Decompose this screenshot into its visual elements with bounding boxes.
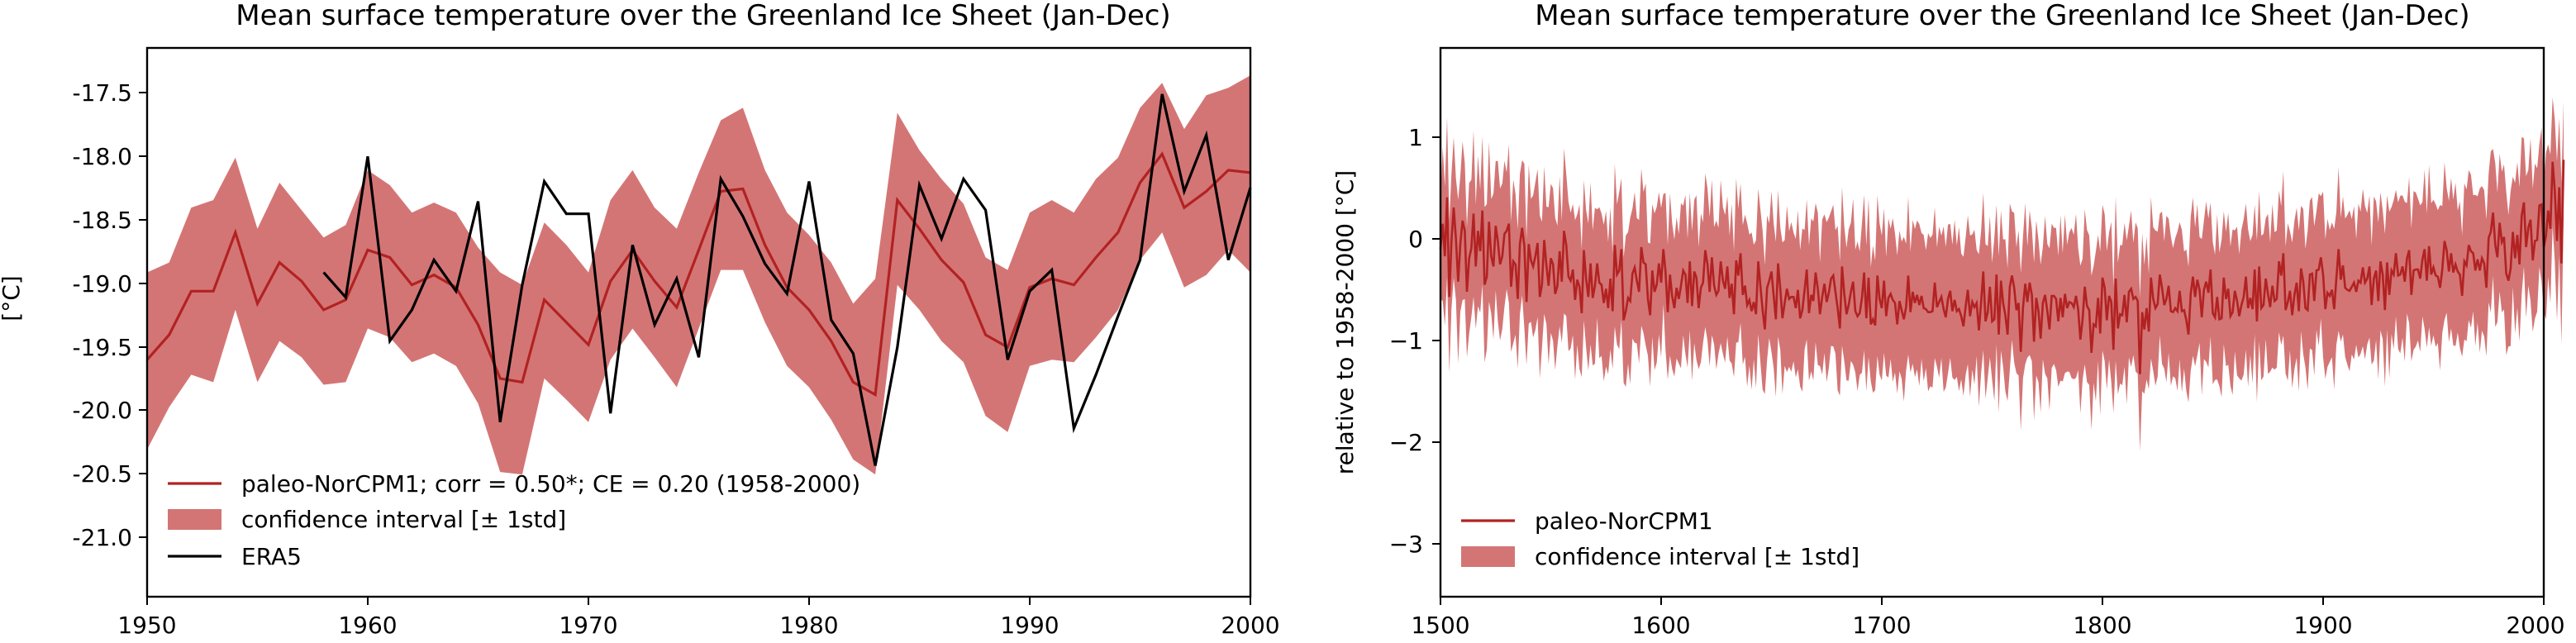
left-y-tick-label: -21.0 [73, 524, 132, 551]
right-legend-band-swatch [1461, 546, 1515, 567]
left-legend-band-label: confidence interval [± 1std] [241, 506, 566, 533]
left-model-line [145, 151, 1251, 398]
right-model-line [1439, 160, 2565, 374]
right-plot-area [1439, 97, 2565, 451]
left-legend: paleo-NorCPM1; corr = 0.50*; CE = 0.20 (… [168, 470, 860, 570]
left-x-tick-label: 1980 [779, 612, 838, 639]
left-y-tick-label: -18.0 [73, 143, 132, 170]
right-x-tick-label: 1500 [1411, 612, 1469, 639]
left-y-tick-label: -19.5 [73, 334, 132, 361]
right-axes-frame [1439, 46, 2545, 598]
right-y-tick-label: 1 [1408, 124, 1423, 151]
right-legend-band-label: confidence interval [± 1std] [1535, 543, 1859, 570]
right-x-tick-label: 1700 [1852, 612, 1911, 639]
left-era5-line [322, 93, 1252, 466]
right-chart-title: Mean surface temperature over the Greenl… [1535, 0, 2469, 32]
left-legend-band-swatch [168, 509, 221, 530]
left-legend-model-label: paleo-NorCPM1; corr = 0.50*; CE = 0.20 (… [241, 470, 860, 498]
right-chart: Mean surface temperature over the Greenl… [1331, 0, 2565, 639]
left-y-tick-label: -20.0 [73, 397, 132, 424]
left-y-tick-label: -17.5 [73, 79, 132, 107]
right-y-tick-label: −3 [1389, 531, 1423, 558]
right-y-tick-label: −2 [1389, 429, 1423, 456]
right-legend: paleo-NorCPM1 confidence interval [± 1st… [1461, 507, 1859, 570]
left-y-tick-label: -18.5 [73, 207, 132, 234]
left-x-tick-label: 1950 [117, 612, 176, 639]
left-y-axis-label: [°C] [0, 275, 25, 321]
right-x-ticks: 1500 1600 1700 1800 1900 2000 [1411, 597, 2565, 639]
left-x-tick-label: 1970 [559, 612, 617, 639]
left-confidence-band [147, 75, 1250, 475]
left-x-tick-label: 2000 [1221, 612, 1279, 639]
left-y-tick-label: -20.5 [73, 460, 132, 488]
left-y-ticks: -17.5 -18.0 -18.5 -19.0 -19.5 -20.0 -20.… [73, 79, 147, 551]
right-y-tick-label: −1 [1389, 327, 1423, 355]
left-y-tick-label: -19.0 [73, 270, 132, 298]
left-x-tick-label: 1990 [1000, 612, 1059, 639]
right-x-tick-label: 2000 [2506, 612, 2564, 639]
right-x-tick-label: 1900 [2293, 612, 2352, 639]
right-confidence-band [1440, 97, 2564, 451]
left-axes-frame [145, 46, 1252, 598]
right-y-tick-label: 0 [1408, 226, 1423, 253]
left-chart-title: Mean surface temperature over the Greenl… [236, 0, 1170, 32]
right-x-tick-label: 1600 [1631, 612, 1690, 639]
left-x-tick-label: 1960 [338, 612, 397, 639]
right-x-tick-label: 1800 [2073, 612, 2131, 639]
left-x-ticks: 1950 1960 1970 1980 1990 2000 [117, 597, 1280, 639]
left-plot-area [145, 75, 1252, 475]
right-y-ticks: 1 0 −1 −2 −3 [1389, 124, 1440, 558]
right-y-axis-label: relative to 1958-2000 [°C] [1331, 170, 1359, 474]
left-chart: Mean surface temperature over the Greenl… [0, 0, 1280, 639]
left-legend-era5-label: ERA5 [241, 543, 302, 570]
right-legend-model-label: paleo-NorCPM1 [1535, 507, 1713, 535]
